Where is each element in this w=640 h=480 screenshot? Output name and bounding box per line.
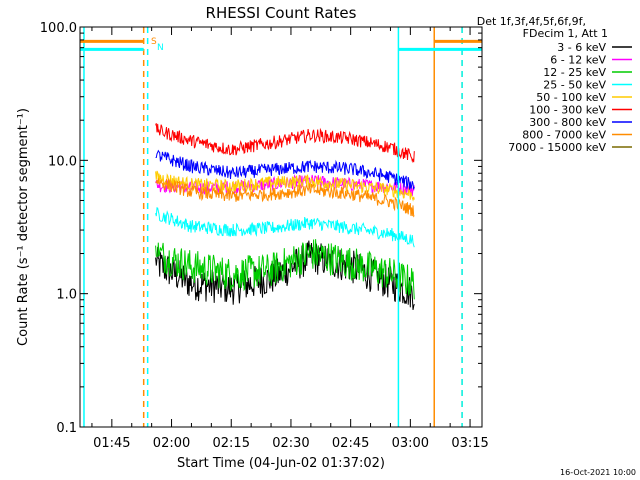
- annotation-label: S: [151, 37, 157, 47]
- x-tick-label: 02:15: [213, 436, 250, 451]
- legend-entry: 3 - 6 keV: [557, 41, 606, 54]
- x-axis-label: Start Time (04-Jun-02 01:37:02): [177, 456, 385, 471]
- x-tick-label: 03:15: [451, 436, 488, 451]
- y-tick-label: 100.0: [40, 21, 77, 36]
- legend-header: FDecim 1, Att 1: [523, 27, 608, 40]
- x-tick-label: 02:30: [272, 436, 309, 451]
- legend-entry: 50 - 100 keV: [536, 91, 606, 104]
- marker-layer: SN: [80, 27, 482, 427]
- y-tick-label: 1.0: [56, 288, 77, 303]
- x-tick-label: 03:00: [392, 436, 429, 451]
- legend-entry: 100 - 300 keV: [529, 104, 606, 117]
- x-tick-label: 02:00: [153, 436, 190, 451]
- x-tick-label: 02:45: [332, 436, 369, 451]
- y-tick-label: 10.0: [48, 154, 77, 169]
- annotation-label: N: [157, 43, 164, 53]
- series-line: [155, 149, 415, 190]
- legend-entry: 6 - 12 keV: [550, 54, 606, 67]
- axes-layer: 0.1 1.0 10.0 100.0 01:45 02:00 02:15 02:30 02:45…: [40, 21, 489, 451]
- legend-header: Det 1f,3f,4f,5f,6f,9f,: [477, 15, 586, 28]
- legend-entry: 800 - 7000 keV: [522, 129, 606, 142]
- y-tick-label: 0.1: [56, 421, 77, 436]
- legend-entry: 12 - 25 keV: [543, 66, 606, 79]
- legend-entry: 25 - 50 keV: [543, 79, 606, 92]
- chart-title: RHESSI Count Rates: [206, 4, 357, 22]
- series-line: [155, 239, 415, 300]
- legend-entry: 300 - 800 keV: [529, 116, 606, 129]
- footer-timestamp: 16-Oct-2021 10:00: [560, 468, 636, 477]
- series-line: [155, 170, 415, 202]
- series-line: [155, 123, 415, 164]
- data-layer: [155, 123, 415, 310]
- legend-entry: 7000 - 15000 keV: [508, 141, 606, 154]
- x-tick-label: 01:45: [93, 436, 130, 451]
- legend: Det 1f,3f,4f,5f,6f,9f,FDecim 1, Att 13 -…: [477, 15, 632, 154]
- plot-frame: [79, 26, 483, 428]
- series-line: [155, 207, 415, 248]
- series-line: [155, 178, 415, 218]
- y-axis-label: Count Rate (s⁻¹ detector segment⁻¹): [16, 108, 31, 346]
